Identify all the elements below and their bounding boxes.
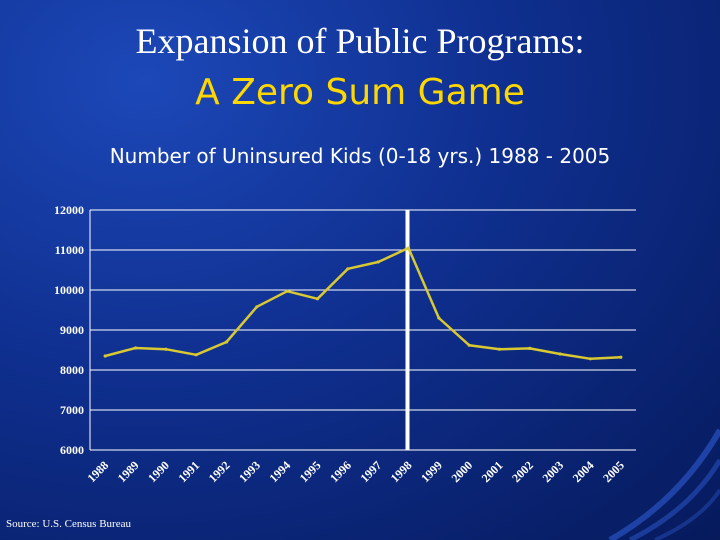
data-point bbox=[164, 347, 168, 351]
x-tick-label: 2003 bbox=[539, 458, 566, 485]
data-point bbox=[467, 343, 471, 347]
x-tick-label: 2000 bbox=[448, 458, 475, 485]
data-point bbox=[346, 267, 350, 271]
data-point bbox=[194, 353, 198, 357]
y-tick-label: 12000 bbox=[54, 203, 84, 217]
x-tick-label: 1989 bbox=[115, 458, 142, 485]
x-tick-label: 1995 bbox=[297, 458, 324, 485]
decorative-swoosh bbox=[608, 428, 720, 540]
x-tick-label: 1998 bbox=[388, 458, 415, 485]
slide-title: Expansion of Public Programs: bbox=[135, 21, 585, 61]
y-tick-label: 11000 bbox=[55, 243, 84, 257]
data-point bbox=[133, 346, 138, 350]
data-point bbox=[588, 357, 593, 361]
data-point bbox=[558, 352, 562, 356]
x-tick-label: 1991 bbox=[175, 458, 202, 485]
data-point bbox=[406, 246, 411, 250]
data-point bbox=[103, 354, 107, 358]
x-tick-label: 1999 bbox=[418, 458, 445, 485]
y-tick-label: 9000 bbox=[60, 323, 84, 337]
y-tick-label: 7000 bbox=[60, 403, 84, 417]
y-tick-label: 10000 bbox=[54, 283, 84, 297]
x-tick-label: 1990 bbox=[145, 458, 172, 485]
x-tick-label: 1993 bbox=[236, 458, 263, 485]
data-point bbox=[437, 316, 441, 320]
x-tick-label: 2001 bbox=[479, 458, 506, 485]
x-tick-label: 2004 bbox=[570, 458, 597, 485]
data-point bbox=[285, 289, 289, 293]
data-point bbox=[376, 260, 380, 264]
x-tick-label: 2002 bbox=[509, 458, 536, 485]
x-tick-label: 1992 bbox=[206, 458, 233, 485]
source-note: Source: U.S. Census Bureau bbox=[6, 518, 131, 530]
data-point bbox=[255, 305, 259, 309]
x-tick-label: 1997 bbox=[357, 458, 384, 485]
data-point bbox=[497, 347, 502, 351]
data-point bbox=[619, 355, 623, 359]
y-tick-label: 6000 bbox=[60, 443, 84, 457]
data-point bbox=[528, 346, 532, 350]
data-point bbox=[224, 340, 229, 344]
series-line bbox=[104, 246, 621, 361]
x-tick-label: 1996 bbox=[327, 458, 354, 485]
data-point bbox=[315, 297, 320, 301]
y-tick-label: 8000 bbox=[60, 363, 84, 377]
x-tick-label: 1988 bbox=[84, 458, 111, 485]
slide-subtitle: A Zero Sum Game bbox=[195, 72, 525, 113]
x-tick-label: 1994 bbox=[266, 458, 293, 485]
chart-title: Number of Uninsured Kids (0-18 yrs.) 198… bbox=[109, 144, 611, 168]
